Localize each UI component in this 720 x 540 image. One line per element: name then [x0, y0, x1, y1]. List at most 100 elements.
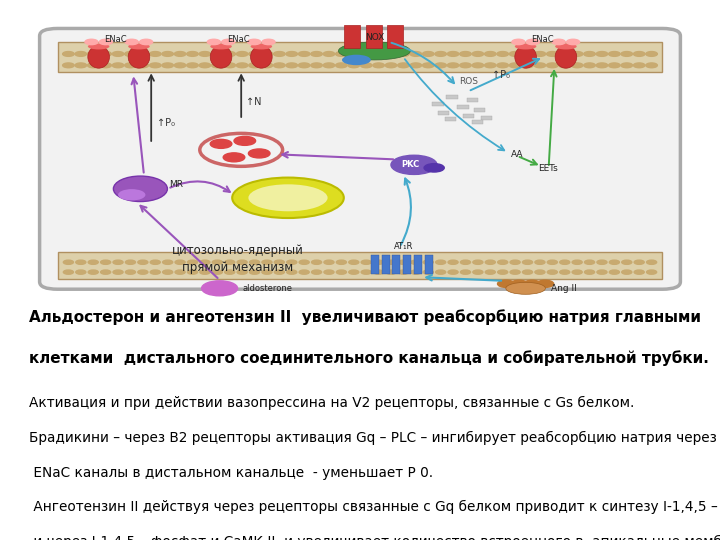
Circle shape	[87, 51, 99, 56]
Circle shape	[472, 51, 484, 56]
Bar	[387, 25, 403, 48]
Circle shape	[534, 63, 546, 68]
Circle shape	[497, 51, 508, 56]
Circle shape	[472, 63, 484, 68]
Circle shape	[423, 260, 433, 265]
Circle shape	[373, 63, 384, 68]
Circle shape	[125, 63, 136, 68]
Circle shape	[646, 63, 657, 68]
Circle shape	[509, 51, 521, 56]
Circle shape	[397, 51, 409, 56]
Bar	[403, 255, 411, 274]
Circle shape	[547, 270, 557, 274]
Circle shape	[386, 260, 396, 265]
Circle shape	[187, 260, 197, 265]
Circle shape	[186, 51, 198, 56]
Circle shape	[323, 51, 335, 56]
Ellipse shape	[128, 46, 150, 68]
Text: aldosterone: aldosterone	[243, 284, 292, 293]
Circle shape	[361, 270, 372, 274]
Circle shape	[559, 260, 570, 265]
Circle shape	[223, 153, 245, 162]
Circle shape	[585, 270, 595, 274]
Circle shape	[622, 270, 632, 274]
Circle shape	[459, 51, 471, 56]
Text: MR: MR	[169, 180, 183, 190]
Circle shape	[274, 51, 285, 56]
Circle shape	[584, 51, 595, 56]
Circle shape	[609, 270, 619, 274]
Circle shape	[311, 63, 323, 68]
Circle shape	[249, 51, 261, 56]
Bar	[382, 255, 390, 274]
Circle shape	[497, 63, 508, 68]
Circle shape	[522, 51, 534, 56]
Circle shape	[112, 51, 124, 56]
Circle shape	[522, 63, 534, 68]
Circle shape	[336, 51, 347, 56]
Circle shape	[634, 260, 644, 265]
Circle shape	[299, 270, 309, 274]
Bar	[392, 255, 400, 274]
Bar	[445, 118, 456, 122]
Circle shape	[534, 51, 546, 56]
Circle shape	[125, 260, 135, 265]
Circle shape	[274, 63, 285, 68]
Circle shape	[526, 39, 539, 45]
Circle shape	[101, 260, 111, 265]
Circle shape	[248, 39, 261, 45]
Circle shape	[634, 270, 644, 274]
Circle shape	[225, 260, 235, 265]
Circle shape	[261, 63, 273, 68]
Bar	[58, 42, 662, 72]
Circle shape	[249, 63, 261, 68]
Circle shape	[609, 260, 619, 265]
Circle shape	[99, 39, 112, 45]
Circle shape	[88, 260, 98, 265]
Circle shape	[435, 51, 446, 56]
Ellipse shape	[555, 43, 577, 50]
Circle shape	[299, 260, 309, 265]
Circle shape	[174, 51, 186, 56]
Bar	[366, 25, 382, 48]
Circle shape	[361, 51, 372, 56]
Circle shape	[262, 260, 272, 265]
Ellipse shape	[515, 46, 536, 68]
Circle shape	[460, 270, 470, 274]
Circle shape	[398, 260, 408, 265]
Text: Брадикини – через В2 рецепторы активация Gq – PLC – ингибирует реабсорбцию натри: Брадикини – через В2 рецепторы активация…	[29, 431, 716, 445]
Circle shape	[536, 280, 554, 287]
Circle shape	[150, 63, 161, 68]
Circle shape	[447, 51, 459, 56]
Circle shape	[210, 139, 232, 148]
Circle shape	[410, 51, 422, 56]
Circle shape	[150, 260, 161, 265]
Circle shape	[546, 51, 558, 56]
Circle shape	[348, 51, 359, 56]
Circle shape	[473, 270, 483, 274]
Circle shape	[88, 270, 98, 274]
Text: NOX: NOX	[365, 33, 384, 43]
Text: ENaC: ENaC	[227, 35, 249, 44]
Circle shape	[411, 270, 421, 274]
Circle shape	[608, 63, 620, 68]
Circle shape	[248, 149, 270, 158]
Circle shape	[261, 51, 273, 56]
Circle shape	[348, 63, 359, 68]
Circle shape	[646, 51, 657, 56]
Circle shape	[523, 280, 541, 287]
Ellipse shape	[338, 42, 410, 60]
Circle shape	[424, 164, 444, 172]
Circle shape	[236, 51, 248, 56]
Circle shape	[460, 260, 470, 265]
Circle shape	[410, 63, 422, 68]
Circle shape	[225, 270, 235, 274]
Circle shape	[552, 39, 565, 45]
Circle shape	[559, 51, 570, 56]
Ellipse shape	[342, 55, 371, 65]
Circle shape	[621, 51, 633, 56]
Circle shape	[509, 63, 521, 68]
Text: Активация и при действии вазопрессина на V2 рецепторы, связанные с Gs белком.: Активация и при действии вазопрессина на…	[29, 396, 634, 410]
Circle shape	[187, 270, 197, 274]
Circle shape	[76, 260, 86, 265]
